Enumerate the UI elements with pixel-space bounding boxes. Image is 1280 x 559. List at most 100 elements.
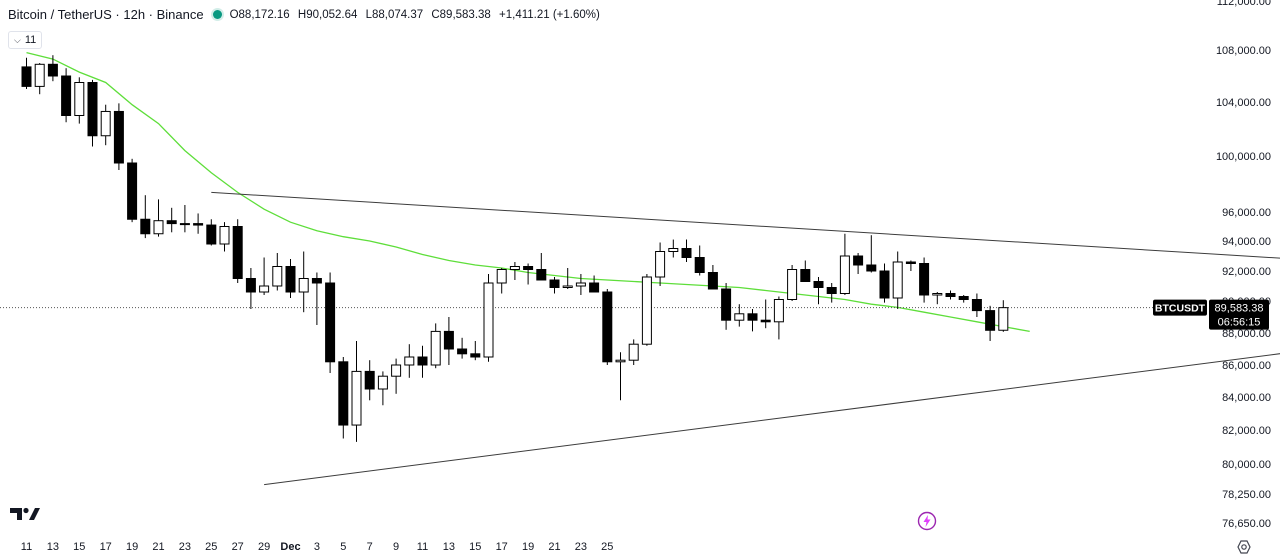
candle (707, 265, 718, 290)
candle (681, 239, 692, 262)
candle-body (193, 223, 204, 226)
candle (21, 57, 32, 89)
lightning-icon[interactable] (917, 511, 937, 531)
candle-body (589, 282, 600, 293)
x-axis-tick-label: 13 (47, 541, 59, 553)
y-axis-tick-label: 96,000.00 (1222, 207, 1271, 219)
candle-body (219, 226, 230, 245)
y-axis-tick-label: 100,000.00 (1216, 151, 1271, 163)
candle-body (21, 66, 32, 87)
candle (734, 304, 745, 327)
tradingview-logo-icon[interactable] (10, 505, 40, 523)
candle (655, 242, 666, 286)
settings-gear-icon[interactable] (1236, 539, 1252, 555)
candle-body (509, 266, 520, 270)
candle-body (166, 220, 177, 225)
candle-body (681, 248, 692, 258)
candle (325, 272, 336, 373)
candle (747, 309, 758, 332)
candle (641, 274, 652, 346)
candle-body (272, 266, 283, 287)
y-axis-tick-label: 84,000.00 (1222, 392, 1271, 404)
indicators-toggle-button[interactable]: ⌵ 11 (8, 31, 43, 49)
candle-body (813, 281, 824, 288)
candle-body (866, 264, 877, 272)
candle (193, 213, 204, 234)
candle (575, 274, 586, 295)
candle (417, 345, 428, 378)
candle-body (298, 278, 309, 293)
candle-body (259, 285, 270, 293)
candle-body (404, 356, 415, 366)
x-axis-tick-label: 19 (126, 541, 138, 553)
candle (206, 219, 217, 246)
moving-average-line (26, 51, 1030, 333)
candle-body (351, 370, 362, 426)
x-axis-tick-label: 3 (314, 541, 320, 553)
candle-body (34, 63, 45, 87)
x-axis-tick-label: 25 (205, 541, 217, 553)
chevron-down-icon: ⌵ (14, 35, 21, 45)
candle (760, 299, 771, 329)
candle (140, 195, 151, 239)
x-axis-tick-label: 19 (522, 541, 534, 553)
x-axis-tick-label: 15 (73, 541, 85, 553)
candle-body (377, 375, 388, 390)
chart-legend: Bitcoin / TetherUS · 12h · Binance O88,1… (8, 7, 605, 22)
x-axis-tick-label: 7 (367, 541, 373, 553)
symbol-label: BTCUSDT (1155, 303, 1206, 315)
candle-body (998, 307, 1009, 331)
candle (905, 260, 916, 271)
candle (443, 317, 454, 365)
candle (166, 207, 177, 233)
candle-body (311, 278, 322, 284)
candle-body (971, 299, 982, 312)
y-axis-tick-label: 94,000.00 (1222, 236, 1271, 248)
candle-body (853, 255, 864, 266)
candle (721, 283, 732, 330)
candle (985, 305, 996, 341)
candle-body (615, 359, 626, 363)
candle (945, 290, 956, 300)
candle-body (417, 356, 428, 366)
x-axis-tick-label: 5 (340, 541, 346, 553)
candle-body (826, 287, 837, 294)
y-axis-tick-label: 78,250.00 (1222, 489, 1271, 501)
y-axis-tick-label: 80,000.00 (1222, 459, 1271, 471)
candle (879, 263, 890, 303)
candle-body (628, 343, 639, 361)
candle-body (562, 285, 573, 288)
candle-body (61, 75, 72, 116)
candle-body (694, 257, 705, 273)
candle (589, 275, 600, 293)
candle (457, 337, 468, 359)
candle-body (707, 272, 718, 290)
candle (892, 251, 903, 309)
market-status-icon[interactable] (212, 10, 222, 19)
symbol-label-bg (1153, 299, 1207, 316)
candle (272, 253, 283, 291)
candle (483, 274, 494, 362)
candle (338, 357, 349, 439)
indicators-count: 11 (24, 34, 37, 46)
y-axis-tick-label: 86,000.00 (1222, 360, 1271, 372)
x-axis-tick-label: 23 (179, 541, 191, 553)
candle (430, 323, 441, 369)
candle-body (245, 278, 256, 293)
candle (932, 292, 943, 305)
candle (694, 245, 705, 276)
candle-body (932, 293, 943, 296)
y-axis-tick-label: 92,000.00 (1222, 266, 1271, 278)
x-axis-tick-label: Dec (280, 541, 300, 553)
symbol-title[interactable]: Bitcoin / TetherUS · 12h · Binance (8, 7, 204, 22)
candle (602, 289, 613, 365)
x-axis-tick-label: 13 (443, 541, 455, 553)
candle-body (602, 291, 613, 363)
candle-body (325, 282, 336, 363)
candle-body (285, 266, 296, 293)
candle-body (470, 353, 481, 358)
candle-body (985, 310, 996, 331)
change-value: +1,411.21 (+1.60%) (499, 8, 600, 21)
y-axis-tick-label: 112,000.00 (1217, 0, 1271, 8)
